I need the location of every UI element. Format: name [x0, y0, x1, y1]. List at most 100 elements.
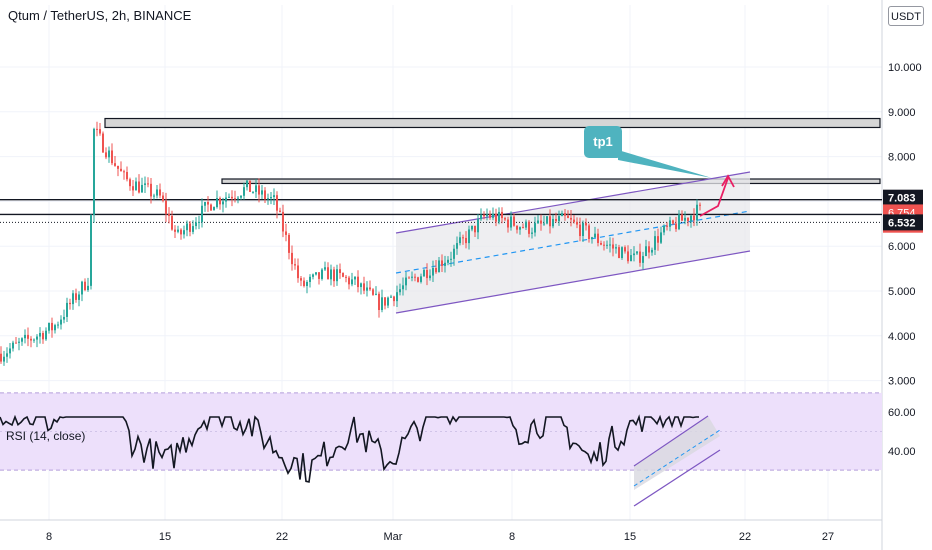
price-axis[interactable]: 10.0009.0008.0007.0006.0005.0004.0003.00… [883, 62, 923, 458]
candle-body [603, 244, 605, 246]
candle-body [171, 215, 173, 230]
candle-body [600, 243, 602, 245]
candle [141, 177, 143, 193]
projection-arrow[interactable] [699, 177, 729, 217]
candle-body [564, 213, 566, 216]
candle-body [648, 246, 650, 253]
candle [102, 131, 104, 153]
rsi-tick-label: 40.00 [888, 446, 916, 458]
candle-body [501, 211, 503, 219]
candle-body [519, 227, 521, 230]
candle-body [150, 183, 152, 197]
candle-body [339, 269, 341, 274]
candle [351, 272, 353, 287]
candle [297, 258, 299, 283]
candle-body [27, 334, 29, 339]
candle [42, 330, 44, 344]
channel-upper-line[interactable] [395, 171, 751, 234]
candle-body [336, 269, 338, 282]
time-axis[interactable]: 8 15 22 Mar 8 15 22 27 [46, 531, 834, 543]
resistance-zone[interactable] [221, 178, 881, 185]
price-tag[interactable]: 6.532 [883, 214, 923, 231]
candle-body [531, 232, 533, 234]
candle-body [276, 195, 278, 211]
horizontal-lines[interactable] [0, 198, 882, 223]
candle [6, 347, 8, 363]
candle [186, 220, 188, 237]
y-tick-label: 10.000 [888, 62, 922, 74]
candle [279, 207, 281, 213]
candle-body [537, 220, 539, 224]
currency-button[interactable]: USDT [888, 6, 924, 26]
candle [621, 246, 623, 260]
candle [594, 226, 596, 238]
grid [0, 0, 883, 550]
candle [189, 221, 191, 237]
candle-body [81, 281, 83, 295]
candle-body [21, 338, 23, 342]
candle [516, 225, 518, 234]
candle [231, 190, 233, 207]
candle-body [423, 269, 425, 277]
candle [225, 192, 227, 208]
candle-body [453, 248, 455, 259]
candle [588, 223, 590, 243]
candle-body [639, 251, 641, 263]
candle [117, 165, 119, 177]
candle [330, 264, 332, 286]
candle-body [273, 195, 275, 198]
candle-body [594, 233, 596, 238]
candle [504, 216, 506, 222]
candle-body [435, 268, 437, 273]
candle [492, 207, 494, 221]
channel-lower-line[interactable] [395, 250, 751, 314]
candle-body [153, 195, 155, 197]
candle-body [366, 287, 368, 291]
x-tick-label: 27 [822, 531, 834, 543]
candle-body [354, 276, 356, 280]
candle [402, 277, 404, 296]
candle-body [540, 220, 542, 224]
candle [54, 323, 56, 334]
price-tag[interactable]: 7.083 [883, 189, 923, 206]
tp1-annotation[interactable]: tp1 [584, 126, 735, 217]
candle-body [156, 189, 158, 196]
candle-body [543, 223, 545, 225]
candle [426, 263, 428, 286]
candle-body [498, 211, 500, 222]
resistance-zone[interactable] [104, 117, 881, 129]
candle-body [573, 219, 575, 222]
candle-body [36, 336, 38, 340]
candle [9, 342, 11, 359]
candle [165, 192, 167, 223]
candle [603, 241, 605, 251]
candle [3, 350, 5, 366]
candle [258, 178, 260, 203]
candle [288, 232, 290, 260]
candle-body [162, 195, 164, 201]
candle-body [3, 356, 5, 362]
candle-body [399, 289, 401, 293]
candle-body [330, 269, 332, 280]
candle-body [306, 282, 308, 286]
callout-box[interactable] [584, 126, 622, 158]
candle-body [96, 128, 98, 130]
candle [669, 216, 671, 232]
rsi-tick-label: 60.00 [888, 407, 916, 419]
candle [471, 225, 473, 232]
candle-body [504, 218, 506, 220]
candle [531, 227, 533, 239]
candle-body [108, 150, 110, 158]
candle-body [135, 181, 137, 191]
candle [567, 210, 569, 219]
candle-body [342, 273, 344, 277]
x-tick-label: 22 [739, 531, 751, 543]
candle [477, 214, 479, 240]
candle-body [408, 277, 410, 279]
candle-body [633, 253, 635, 256]
candle-body [375, 293, 377, 295]
candle-body [294, 264, 296, 266]
candle [429, 269, 431, 281]
candle-body [255, 185, 257, 192]
